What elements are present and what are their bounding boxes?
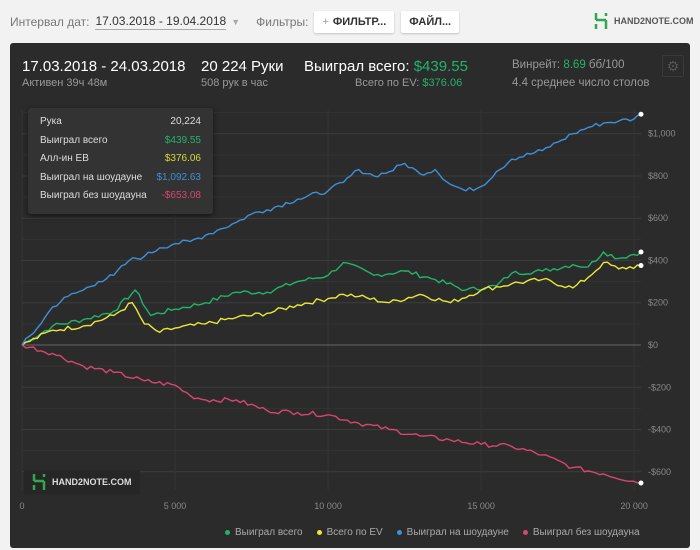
hands-per-hour: 508 рук в час xyxy=(201,77,269,89)
date-range-select[interactable]: 17.03.2018 - 19.04.2018 xyxy=(95,14,227,30)
tooltip-row: Выиграл на шоудауне $1,092.63 xyxy=(40,172,201,191)
tooltip-value: $1,092.63 xyxy=(156,171,202,183)
legend-dot xyxy=(316,529,322,535)
legend-item-ev[interactable]: Всего по EV xyxy=(316,527,383,538)
tooltip-label: Рука xyxy=(40,116,62,127)
tooltip-label: Выиграл без шоудауна xyxy=(40,190,147,201)
toolbar: Интервал дат: 17.03.2018 - 19.04.2018 ▼ … xyxy=(10,10,466,34)
tooltip-value: $376.06 xyxy=(164,153,201,164)
filters-label: Фильтры: xyxy=(256,15,309,29)
file-button[interactable]: ФАЙЛ... xyxy=(401,11,460,33)
avg-tables: 4.4 среднее число столов xyxy=(512,77,650,89)
legend-dot xyxy=(522,529,528,535)
series-end-dot xyxy=(638,111,644,117)
date-range: 17.03.2018 - 24.03.2018 xyxy=(22,58,186,75)
legend-label: Выиграл на шоудауне xyxy=(406,527,509,538)
tooltip-row: Выиграл всего $439.55 xyxy=(40,135,201,154)
tooltip-value: -$653.08 xyxy=(161,190,201,201)
x-tick-label: 15 000 xyxy=(467,501,495,511)
tooltip-value: 20,224 xyxy=(170,116,201,127)
winrate-unit: бб/100 xyxy=(588,59,625,71)
filter-button[interactable]: + ФИЛЬТР... xyxy=(314,11,395,33)
interval-label: Интервал дат: xyxy=(10,15,90,29)
logo-icon xyxy=(32,474,46,490)
active-time: Активен 39ч 48м xyxy=(22,77,108,89)
tooltip-label: Выиграл всего xyxy=(40,134,108,146)
watermark: HAND2NOTE.COM xyxy=(24,470,140,494)
watermark-text: HAND2NOTE.COM xyxy=(52,477,132,487)
logo-icon xyxy=(594,13,608,29)
legend-item-showdown[interactable]: Выиграл на шоудауне xyxy=(396,527,509,538)
logo-text: HAND2NOTE.COM xyxy=(614,16,694,26)
legend-label: Всего по EV xyxy=(326,527,383,538)
y-tick-label: -$400 xyxy=(648,425,671,435)
legend-label: Выиграл без шоудауна xyxy=(532,527,640,538)
legend-dot xyxy=(396,529,402,535)
legend: Выиграл всего Всего по EV Выиграл на шоу… xyxy=(225,527,640,538)
tooltip-row: Выиграл без шоудауна -$653.08 xyxy=(40,190,201,209)
ev-total: Всего по EV: $376.06 xyxy=(355,77,462,89)
x-tick-label: 5 000 xyxy=(164,501,187,511)
tooltip-value: $439.55 xyxy=(164,134,201,146)
y-tick-label: $600 xyxy=(648,213,668,223)
y-tick-label: $200 xyxy=(648,298,668,308)
filter-button-label: ФИЛЬТР... xyxy=(332,16,387,28)
plus-icon: + xyxy=(322,16,329,28)
winrate-label: Винрейт: xyxy=(512,59,561,71)
x-tick-label: 0 xyxy=(19,501,24,511)
ev-value: $376.06 xyxy=(422,77,463,89)
y-tick-label: -$200 xyxy=(648,382,671,392)
tooltip: Рука 20,224 Выиграл всего $439.55 Алл-ин E… xyxy=(28,108,213,214)
ev-label: Всего по EV: xyxy=(355,77,420,89)
series-line xyxy=(21,261,642,346)
series-end-dot xyxy=(638,263,644,269)
y-tick-label: $800 xyxy=(648,171,668,181)
y-tick-label: -$600 xyxy=(648,467,671,477)
y-tick-label: $400 xyxy=(648,255,668,265)
series-line xyxy=(21,113,642,346)
hands-count: 20 224 Руки xyxy=(201,58,284,75)
legend-dot xyxy=(225,529,230,535)
won-value: $439.55 xyxy=(413,58,468,75)
x-tick-label: 20 000 xyxy=(620,501,648,511)
series-line xyxy=(21,344,642,484)
x-tick-label: 10 000 xyxy=(314,501,342,511)
tooltip-row: Алл-ин EB $376.06 xyxy=(40,153,201,172)
legend-label: Выиграл всего xyxy=(235,527,303,538)
tooltip-label: Алл-ин EB xyxy=(40,153,89,164)
winrate: Винрейт: 8.69 бб/100 xyxy=(512,59,624,71)
gear-icon[interactable]: ⚙ xyxy=(662,55,684,77)
tooltip-label: Выиграл на шоудауне xyxy=(40,171,143,183)
won-label: Выиграл всего: xyxy=(304,58,410,75)
won-total: Выиграл всего: $439.55 xyxy=(304,58,468,75)
winrate-value: 8.69 xyxy=(563,59,586,71)
y-tick-label: $1,000 xyxy=(648,129,676,139)
legend-item-won[interactable]: Выиграл всего xyxy=(225,527,303,538)
series-line xyxy=(21,250,642,346)
series-end-dot xyxy=(638,480,644,486)
series-end-dot xyxy=(638,249,644,255)
legend-item-nonshowdown[interactable]: Выиграл без шоудауна xyxy=(522,527,640,538)
logo: HAND2NOTE.COM xyxy=(594,12,694,30)
tooltip-row: Рука 20,224 xyxy=(40,116,201,135)
y-tick-label: $0 xyxy=(648,340,658,350)
chevron-down-icon[interactable]: ▼ xyxy=(231,17,241,27)
